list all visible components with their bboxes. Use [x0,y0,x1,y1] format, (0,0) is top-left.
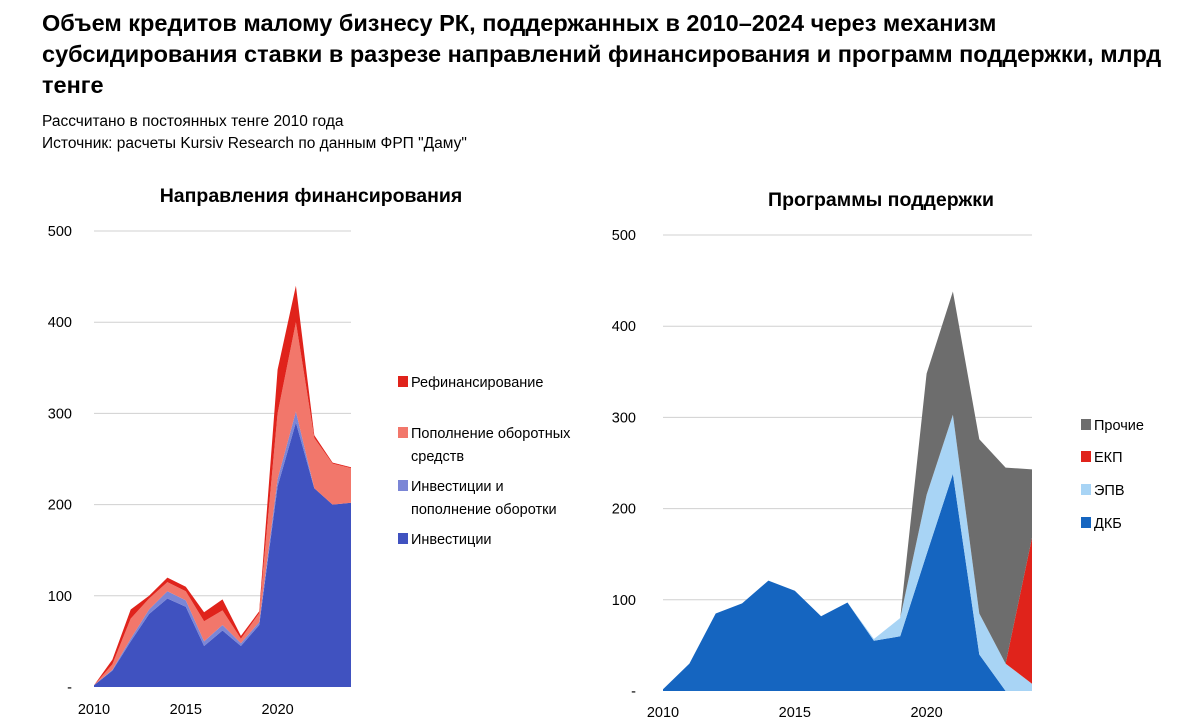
y-tick-label: 100 [48,589,72,605]
y-tick-label: 500 [612,228,636,244]
x-tick-label: 2010 [78,702,110,718]
x-tick-label: 2015 [170,702,202,718]
area-popolnenie-oborotnyh-sredstv [94,322,351,686]
chart-title: Объем кредитов малому бизнесу РК, поддер… [42,10,1162,98]
legend-swatch-dkb [1081,517,1091,528]
legend-label-epv: ЭПВ [1094,483,1125,499]
legend-swatch-investicii [398,533,408,544]
y-tick-label: 400 [612,319,636,335]
y-tick-label: - [631,684,636,700]
x-tick-label: 2015 [779,705,811,721]
panel-title: Направления финансирования [160,185,463,207]
area-prochie [663,291,1032,690]
legend-label-ekp: ЕКП [1094,450,1123,466]
legend-label-popolnenie-oborotnyh-sredstv: Пополнение оборотных средств [411,426,571,465]
legend-label-refinansirovanie: Рефинансирование [411,375,543,391]
x-tick-label: 2020 [261,702,293,718]
area-epv [663,414,1032,691]
y-tick-label: 300 [612,410,636,426]
chart-source: Источник: расчеты Kursiv Research по дан… [42,135,467,152]
y-tick-label: 100 [612,593,636,609]
area-investicii-i-popolnenie-oborotki [94,411,351,686]
legend-label-dkb: ДКБ [1094,516,1122,532]
y-tick-label: 500 [48,224,72,240]
legend-label-prochie: Прочие [1094,418,1144,434]
x-tick-label: 2020 [910,705,942,721]
chart-panel-financing-directions: Направления финансирования - 100 200 300 400 5… [48,185,571,718]
x-tick-label: 2010 [647,705,679,721]
area-refinansirovanie [94,285,351,686]
legend-swatch-refinansirovanie [398,376,408,387]
legend-label-investicii: Инвестиции [411,532,492,548]
legend-swatch-popolnenie-oborotnyh-sredstv [398,427,408,438]
y-tick-label: - [67,680,72,696]
y-tick-label: 200 [48,498,72,514]
legend-swatch-investicii-i-popolnenie-oborotki [398,480,408,491]
legend-swatch-ekp [1081,451,1091,462]
legend-swatch-prochie [1081,419,1091,430]
chart-subtitle: Рассчитано в постоянных тенге 2010 года [42,113,344,130]
legend-label-investicii-i-popolnenie-oborotki: Инвестиции и пополнение оборотки [411,479,557,518]
chart-panel-support-programs: Программы поддержки - 100 200 300 400 500 2010 2… [612,189,1144,721]
legend-swatch-epv [1081,484,1091,495]
y-tick-label: 200 [612,502,636,518]
y-tick-label: 300 [48,406,72,422]
area-investicii [94,422,351,687]
y-tick-label: 400 [48,315,72,331]
area-dkb [663,473,1032,691]
panel-title: Программы поддержки [768,189,994,211]
